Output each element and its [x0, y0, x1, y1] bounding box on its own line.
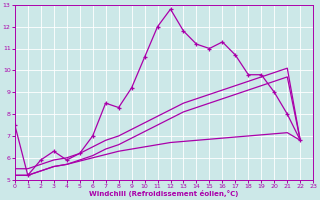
X-axis label: Windchill (Refroidissement éolien,°C): Windchill (Refroidissement éolien,°C): [89, 190, 239, 197]
